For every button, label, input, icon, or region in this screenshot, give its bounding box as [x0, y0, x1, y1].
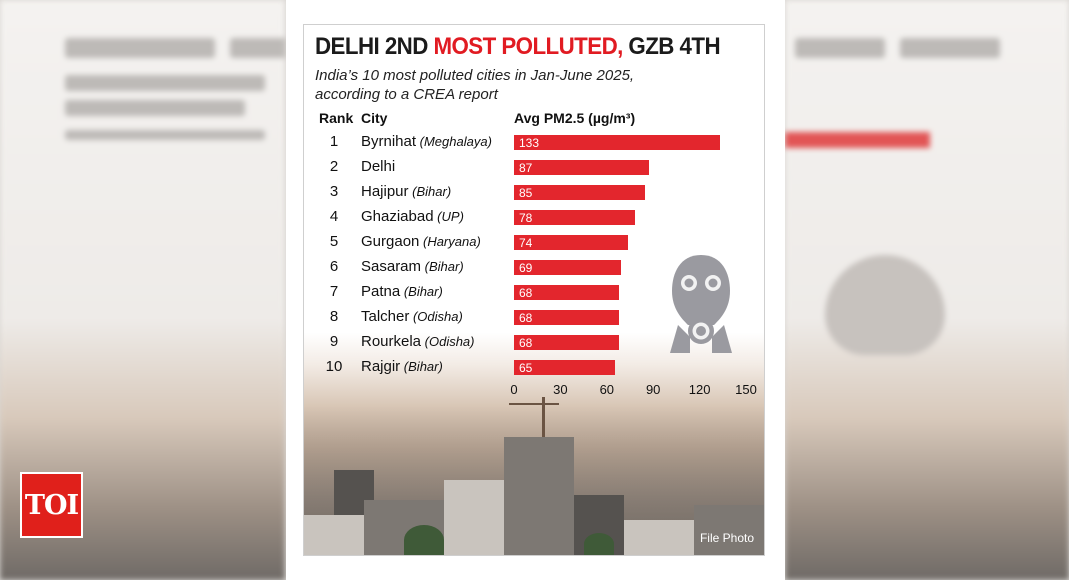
- header-city: City: [361, 110, 388, 126]
- city-label: Rourkela (Odisha): [361, 333, 475, 350]
- crane: [542, 397, 545, 467]
- city-label: Patna (Bihar): [361, 283, 443, 300]
- chart-subtitle: India’s 10 most polluted cities in Jan-J…: [315, 67, 635, 103]
- city-label: Talcher (Odisha): [361, 308, 463, 325]
- building: [444, 480, 504, 555]
- building: [624, 520, 694, 555]
- tree: [404, 525, 444, 555]
- bar-value-label: 68: [519, 336, 533, 350]
- photo-credit: File Photo: [699, 531, 754, 545]
- bar-value-label: 68: [519, 311, 533, 325]
- rank-label: 1: [329, 133, 339, 150]
- background-right: [785, 0, 1069, 580]
- bar: [514, 260, 621, 275]
- city-label: Hajipur (Bihar): [361, 183, 452, 200]
- city-label: Byrnihat (Meghalaya): [361, 133, 492, 150]
- bar: [514, 360, 615, 375]
- city-label: Delhi: [361, 158, 396, 175]
- bar-value-label: 69: [519, 261, 533, 275]
- bar: [514, 235, 629, 250]
- city-label: Ghaziabad (UP): [361, 208, 464, 225]
- bar-value-label: 85: [519, 186, 533, 200]
- rank-label: 4: [329, 208, 339, 225]
- rank-label: 5: [329, 233, 339, 250]
- bar: [514, 335, 620, 350]
- building: [504, 437, 574, 555]
- bar-value-label: 74: [519, 236, 533, 250]
- bar-value-label: 133: [519, 136, 540, 150]
- building: [304, 515, 364, 555]
- x-tick-label: 60: [599, 382, 615, 397]
- infographic: DELHI 2ND MOST POLLUTED, GZB 4TH India’s…: [303, 24, 765, 556]
- bar: [514, 210, 635, 225]
- bar: [514, 185, 646, 200]
- header-value: Avg PM2.5 (µg/m³): [514, 110, 636, 126]
- rank-label: 2: [329, 158, 339, 175]
- rank-label: 7: [329, 283, 339, 300]
- bar: [514, 160, 649, 175]
- city-label: Rajgir (Bihar): [361, 358, 443, 375]
- x-tick-label: 90: [645, 382, 661, 397]
- bar-value-label: 87: [519, 161, 533, 175]
- bar: [514, 285, 620, 300]
- rank-label: 10: [325, 358, 343, 375]
- rank-label: 8: [329, 308, 339, 325]
- bar-value-label: 68: [519, 286, 533, 300]
- city-label: Gurgaon (Haryana): [361, 233, 481, 250]
- bar-value-label: 78: [519, 211, 533, 225]
- rank-label: 3: [329, 183, 339, 200]
- x-tick-label: 0: [510, 382, 518, 397]
- chart-title: DELHI 2ND MOST POLLUTED, GZB 4TH: [315, 33, 721, 60]
- x-tick-label: 30: [553, 382, 568, 397]
- bar: [514, 135, 720, 150]
- rank-label: 9: [329, 333, 339, 350]
- rank-label: 6: [329, 258, 339, 275]
- toi-logo: TOI: [20, 472, 83, 538]
- x-tick-label: 120: [688, 382, 711, 397]
- city-label: Sasaram (Bihar): [361, 258, 464, 275]
- gas-mask-icon: [670, 255, 732, 353]
- x-tick-label: 150: [735, 382, 757, 397]
- bar-value-label: 65: [519, 361, 533, 375]
- building: [694, 505, 764, 555]
- bar: [514, 310, 620, 325]
- tree: [584, 533, 614, 555]
- header-rank: Rank: [319, 110, 354, 126]
